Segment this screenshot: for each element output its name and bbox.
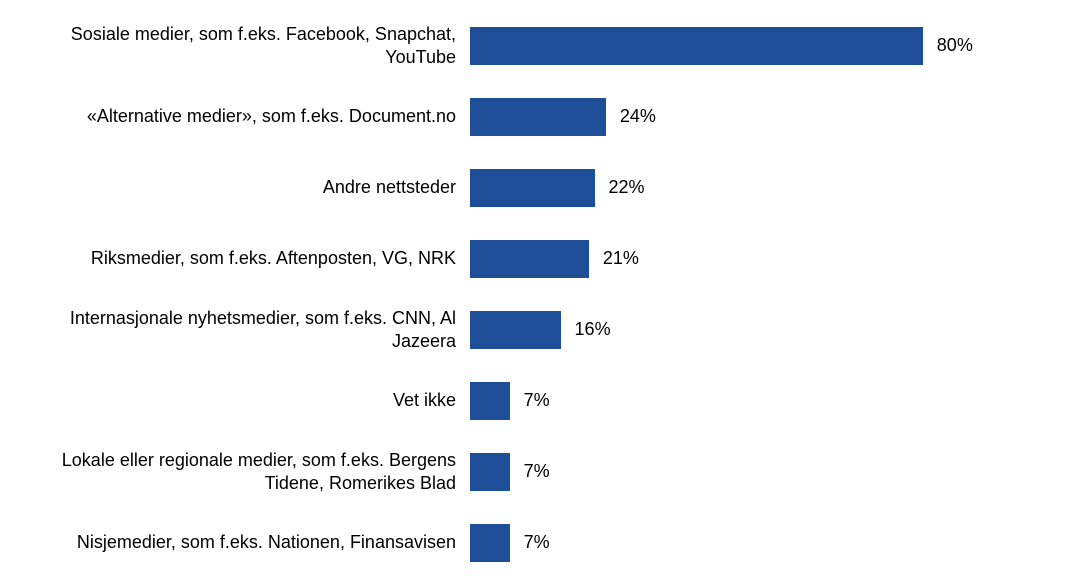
bar-label: Vet ikke <box>10 389 470 412</box>
bar-value: 7% <box>524 532 550 553</box>
bar-area: 80% <box>470 10 1036 81</box>
bar-area: 16% <box>470 294 1036 365</box>
bar-label: Internasjonale nyhetsmedier, som f.eks. … <box>10 307 470 352</box>
bar-area: 7% <box>470 436 1036 507</box>
bar-value: 21% <box>603 248 639 269</box>
bar-value: 22% <box>609 177 645 198</box>
chart-row: Internasjonale nyhetsmedier, som f.eks. … <box>10 294 1036 365</box>
bar-area: 22% <box>470 152 1036 223</box>
bar-label: Lokale eller regionale medier, som f.eks… <box>10 449 470 494</box>
bar-value: 7% <box>524 461 550 482</box>
bar <box>470 240 589 278</box>
chart-row: Andre nettsteder 22% <box>10 152 1036 223</box>
chart-row: Nisjemedier, som f.eks. Nationen, Finans… <box>10 507 1036 578</box>
bar-value: 24% <box>620 106 656 127</box>
chart-row: «Alternative medier», som f.eks. Documen… <box>10 81 1036 152</box>
bar <box>470 27 923 65</box>
bar-label: Sosiale medier, som f.eks. Facebook, Sna… <box>10 23 470 68</box>
bar-area: 21% <box>470 223 1036 294</box>
bar-label: Andre nettsteder <box>10 176 470 199</box>
horizontal-bar-chart: Sosiale medier, som f.eks. Facebook, Sna… <box>0 0 1076 588</box>
chart-row: Lokale eller regionale medier, som f.eks… <box>10 436 1036 507</box>
bar-label: Nisjemedier, som f.eks. Nationen, Finans… <box>10 531 470 554</box>
chart-row: Sosiale medier, som f.eks. Facebook, Sna… <box>10 10 1036 81</box>
bar-value: 16% <box>575 319 611 340</box>
bar <box>470 98 606 136</box>
bar <box>470 524 510 562</box>
chart-row: Riksmedier, som f.eks. Aftenposten, VG, … <box>10 223 1036 294</box>
bar-area: 24% <box>470 81 1036 152</box>
bar <box>470 311 561 349</box>
bar-area: 7% <box>470 365 1036 436</box>
bar-area: 7% <box>470 507 1036 578</box>
bar <box>470 382 510 420</box>
bar <box>470 169 595 207</box>
bar-value: 80% <box>937 35 973 56</box>
bar-label: Riksmedier, som f.eks. Aftenposten, VG, … <box>10 247 470 270</box>
bar-label: «Alternative medier», som f.eks. Documen… <box>10 105 470 128</box>
bar <box>470 453 510 491</box>
chart-row: Vet ikke 7% <box>10 365 1036 436</box>
bar-value: 7% <box>524 390 550 411</box>
